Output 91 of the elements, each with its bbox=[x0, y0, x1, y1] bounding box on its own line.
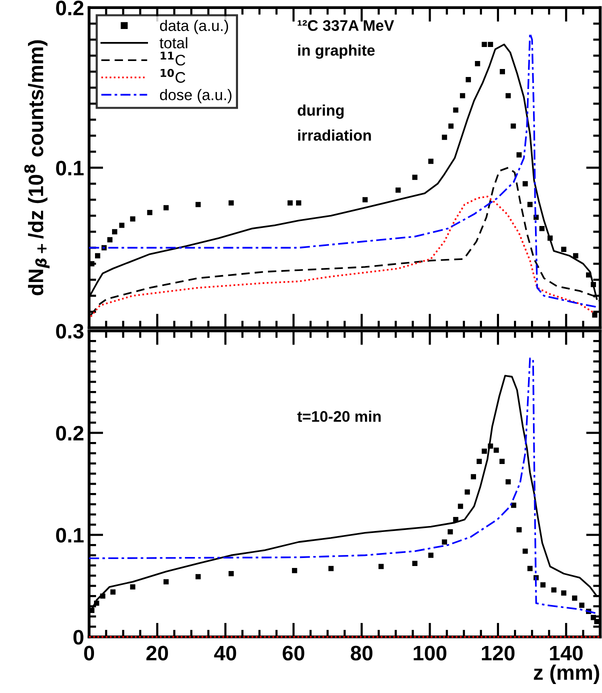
point bbox=[573, 253, 578, 258]
point bbox=[510, 123, 516, 129]
legend-label: $^{10}$C bbox=[160, 68, 186, 83]
point bbox=[119, 222, 124, 228]
y-tick-label: 0.1 bbox=[56, 160, 84, 176]
x-tick-label: 100 bbox=[414, 646, 446, 661]
annotation: t=10-20 min bbox=[297, 410, 381, 422]
point bbox=[228, 200, 234, 206]
point bbox=[95, 253, 100, 258]
annotation: in graphite bbox=[298, 44, 375, 59]
point bbox=[551, 587, 556, 593]
x-tick-label: 60 bbox=[282, 646, 304, 661]
point bbox=[499, 458, 505, 464]
x-tick-label: 40 bbox=[214, 646, 236, 661]
annotation: ¹²C 337A MeV bbox=[298, 20, 394, 31]
point bbox=[442, 539, 448, 545]
point bbox=[147, 210, 152, 216]
line-series bbox=[90, 196, 596, 318]
y-tick-label: 0.2 bbox=[56, 426, 84, 441]
point bbox=[228, 571, 234, 576]
point bbox=[579, 602, 584, 608]
point bbox=[470, 474, 476, 480]
point bbox=[482, 448, 487, 454]
x-tick-label: 20 bbox=[146, 646, 168, 661]
x-tick-label: 80 bbox=[350, 646, 372, 661]
point bbox=[522, 548, 528, 554]
point bbox=[464, 489, 470, 495]
point bbox=[453, 516, 458, 522]
point bbox=[527, 202, 533, 208]
annotation: during bbox=[298, 104, 344, 119]
x-tick-label: 120 bbox=[482, 646, 514, 661]
point bbox=[110, 589, 116, 595]
point bbox=[494, 448, 499, 453]
x-tick-label: 140 bbox=[550, 646, 583, 661]
legend-label: dose (a.u.) bbox=[160, 89, 232, 104]
point bbox=[488, 42, 494, 48]
point bbox=[164, 205, 169, 210]
y-tick-label: 0.2 bbox=[56, 0, 84, 16]
point bbox=[130, 216, 136, 222]
point bbox=[594, 618, 600, 624]
x-tick-label: 0 bbox=[84, 646, 94, 661]
point bbox=[112, 229, 118, 234]
point bbox=[592, 312, 598, 318]
point bbox=[561, 590, 566, 596]
point bbox=[362, 197, 368, 202]
point bbox=[516, 527, 522, 532]
point bbox=[460, 93, 466, 98]
point bbox=[539, 226, 545, 232]
point bbox=[500, 69, 506, 74]
point bbox=[482, 42, 487, 48]
point bbox=[540, 582, 546, 588]
point bbox=[396, 188, 401, 193]
point bbox=[516, 152, 522, 158]
legend-label: data (a.u.) bbox=[160, 20, 228, 34]
legend-label: total bbox=[160, 37, 188, 48]
point bbox=[561, 246, 566, 252]
annotation: irradiation bbox=[298, 130, 371, 141]
point bbox=[476, 458, 482, 464]
point bbox=[196, 574, 201, 580]
point bbox=[130, 584, 136, 590]
point bbox=[196, 202, 201, 208]
point bbox=[506, 479, 511, 484]
point bbox=[522, 181, 528, 186]
point bbox=[328, 566, 334, 572]
point bbox=[296, 200, 302, 206]
point bbox=[378, 564, 384, 570]
point bbox=[107, 237, 112, 242]
point bbox=[448, 529, 453, 534]
y-tick-label: 0.3 bbox=[56, 324, 84, 339]
point bbox=[428, 552, 434, 558]
point bbox=[428, 158, 434, 164]
point bbox=[292, 568, 298, 574]
point bbox=[527, 566, 533, 572]
point bbox=[511, 502, 516, 508]
point bbox=[412, 174, 418, 180]
point bbox=[572, 596, 578, 601]
point bbox=[506, 93, 511, 98]
point bbox=[442, 134, 448, 140]
legend-label: $^{11}$C bbox=[160, 52, 186, 66]
point bbox=[448, 123, 454, 129]
point bbox=[458, 504, 464, 509]
y-axis-title: dN$_{β+}$/dz (10$^{8}$ counts/mm) bbox=[24, 40, 50, 296]
point bbox=[288, 200, 293, 206]
point bbox=[412, 560, 418, 566]
point bbox=[466, 77, 471, 82]
y-tick-label: 0 bbox=[73, 630, 84, 645]
y-tick-label: 0.1 bbox=[56, 528, 84, 543]
point bbox=[474, 61, 480, 66]
x-axis-title: z (mm) bbox=[534, 664, 600, 684]
point bbox=[453, 107, 458, 113]
point bbox=[164, 579, 169, 584]
